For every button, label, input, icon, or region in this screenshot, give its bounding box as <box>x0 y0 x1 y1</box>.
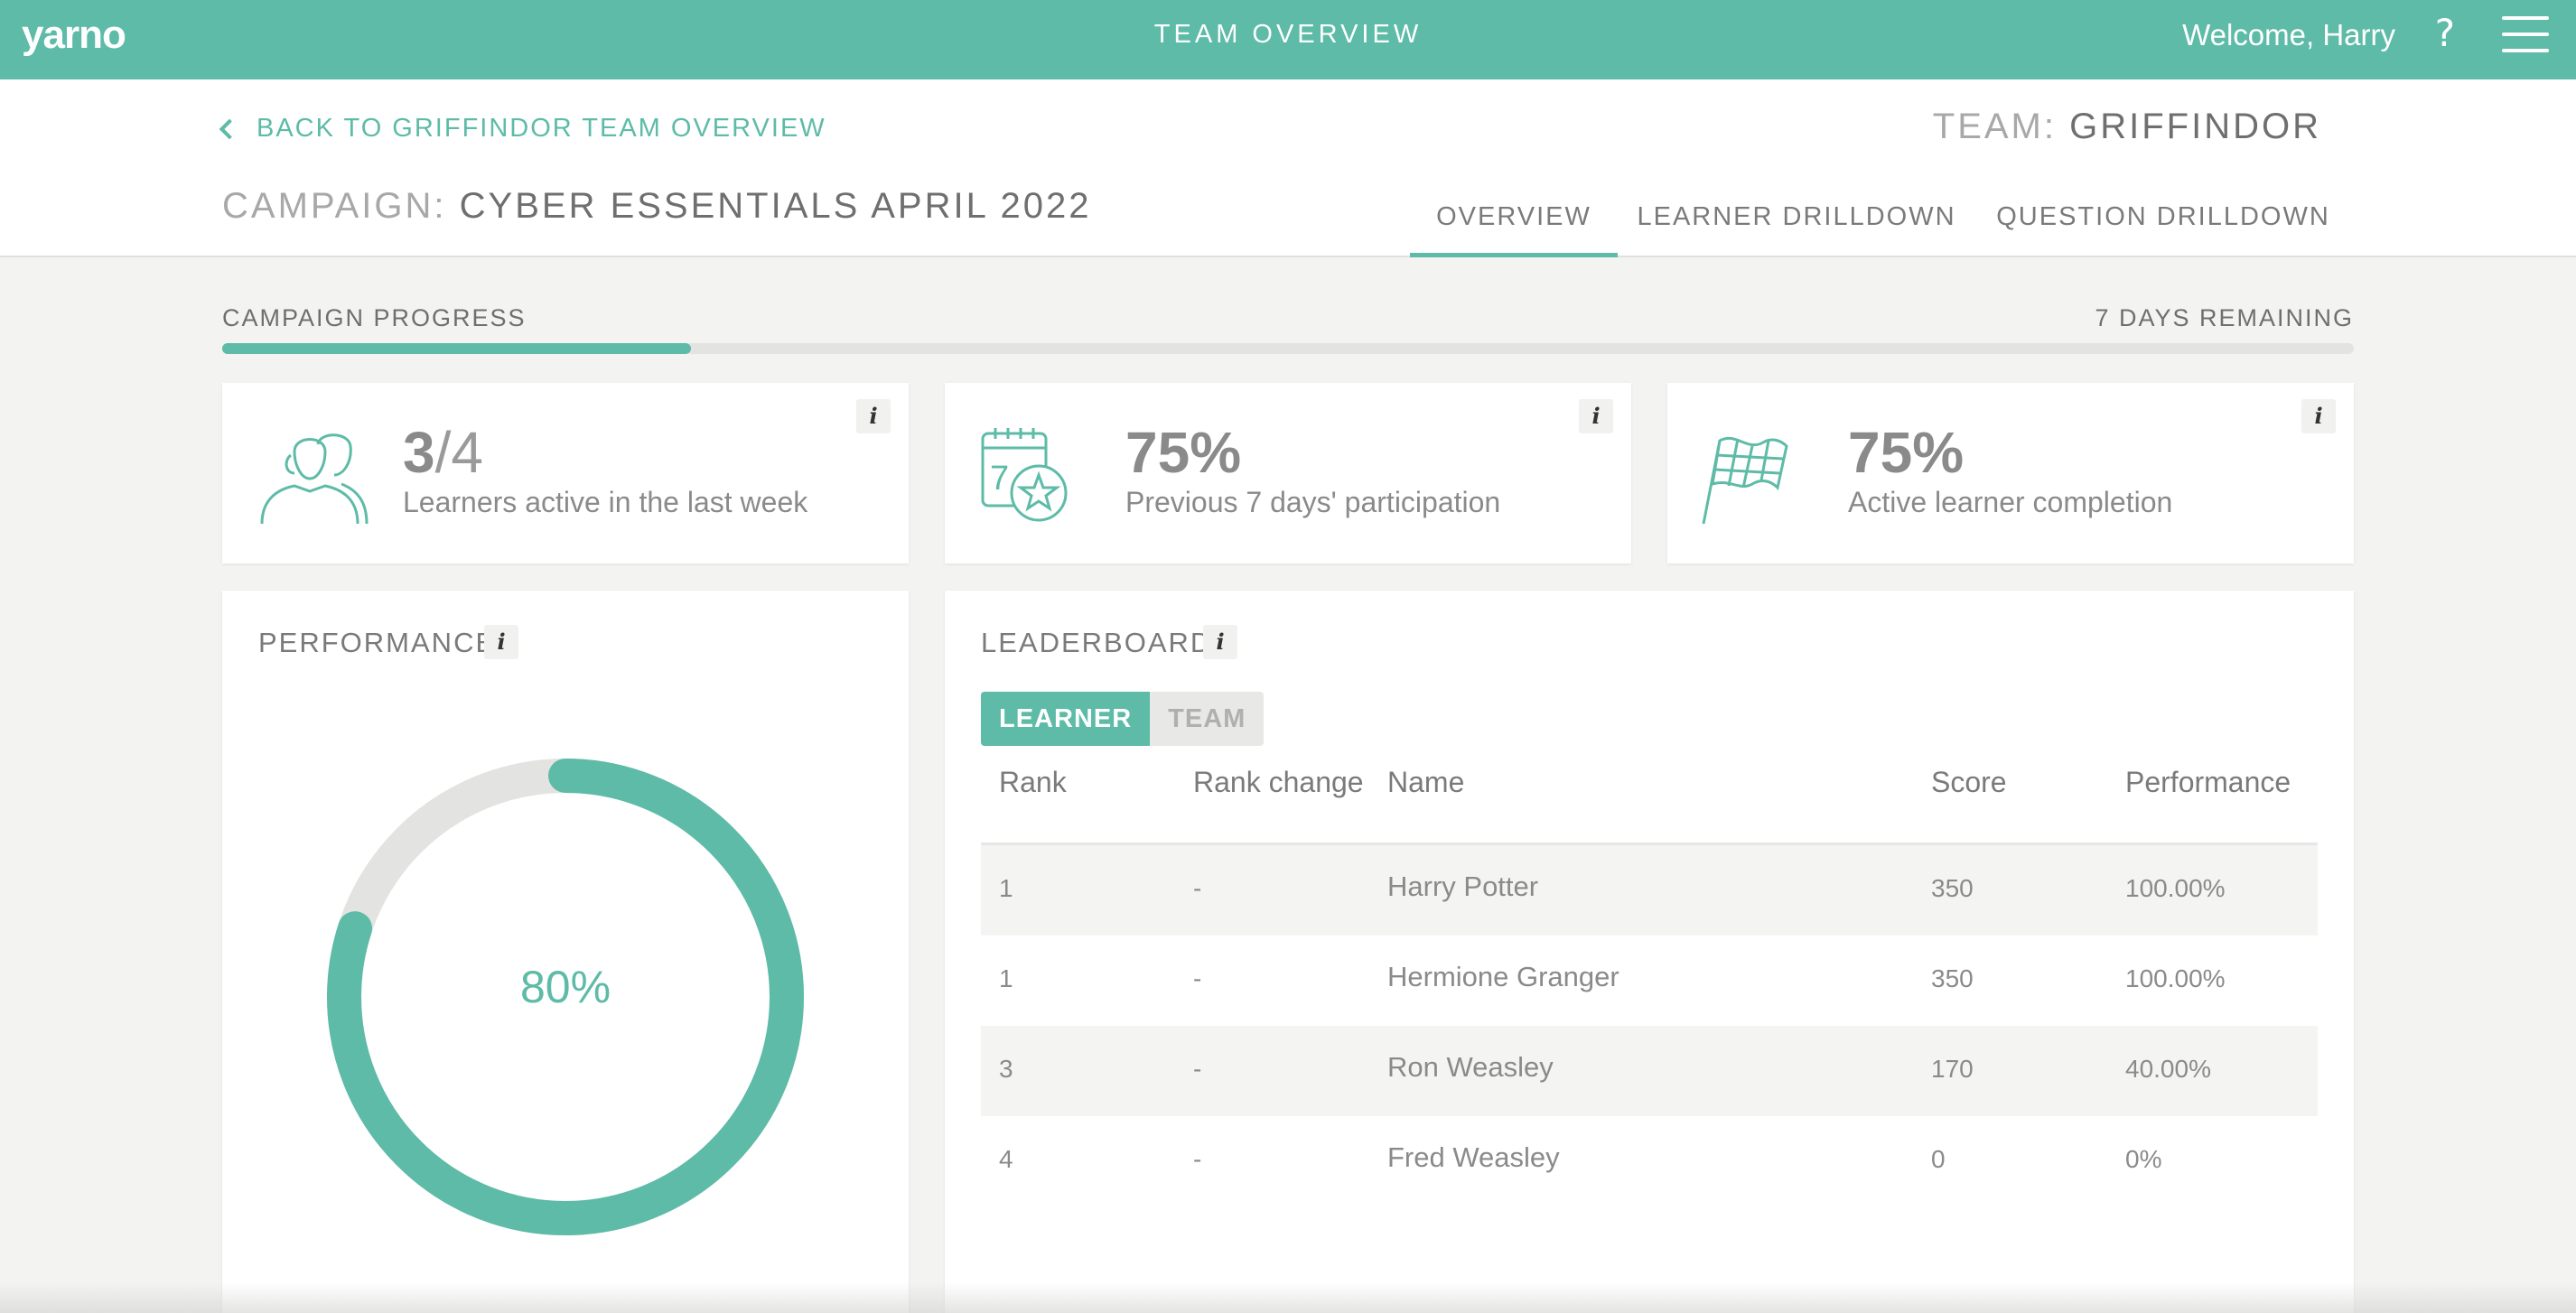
donut-value-arc <box>327 759 804 1235</box>
learners-total: /4 <box>434 420 483 485</box>
row-performance: 40.00% <box>2125 1055 2211 1083</box>
tab-overview[interactable]: OVERVIEW <box>1410 200 1618 257</box>
info-icon[interactable]: i <box>484 625 518 659</box>
hamburger-menu-icon[interactable] <box>2502 16 2549 52</box>
leaderboard-title: LEADERBOARD <box>981 627 1213 658</box>
toggle-learner[interactable]: LEARNER <box>981 692 1151 746</box>
yarno-logo[interactable]: yarno <box>22 13 126 57</box>
row-name: Ron Weasley <box>1387 1051 1554 1083</box>
learners-active-count: 3 <box>403 420 435 485</box>
leaderboard-toggle: LEARNER TEAM <box>981 692 1265 746</box>
row-name: Fred Weasley <box>1387 1141 1560 1173</box>
col-name[interactable]: Name <box>1387 766 1465 798</box>
info-icon[interactable]: i <box>1579 399 1613 433</box>
info-icon[interactable]: i <box>856 399 891 433</box>
participation-value: 75% <box>1125 420 1242 485</box>
scroll-fade <box>0 1282 2576 1313</box>
tab-learner-drilldown[interactable]: LEARNER DRILLDOWN <box>1637 202 1956 231</box>
tab-question-drilldown[interactable]: QUESTION DRILLDOWN <box>1996 202 2330 231</box>
team-value: GRIFFINDOR <box>2069 107 2321 146</box>
completion-caption: Active learner completion <box>1848 486 2173 518</box>
leaderboard-table: Rank Rank change Name Score Performance … <box>981 753 2318 1206</box>
row-rank: 1 <box>999 874 1013 902</box>
tab-bar: OVERVIEW LEARNER DRILLDOWN QUESTION DRIL… <box>0 200 2576 257</box>
col-rank-change[interactable]: Rank change <box>1193 766 1364 798</box>
row-rank-change: - <box>1193 874 1202 902</box>
team-key: TEAM: <box>1932 107 2057 146</box>
col-score[interactable]: Score <box>1931 766 2007 798</box>
performance-card: PERFORMANCE i 80% <box>222 591 909 1313</box>
row-score: 170 <box>1931 1055 1974 1083</box>
col-rank[interactable]: Rank <box>999 766 1067 798</box>
calendar-star-icon: 7 <box>981 428 1068 522</box>
learners-active-value: 3/4 <box>403 419 483 486</box>
row-score: 350 <box>1931 874 1974 902</box>
stat-card-learners-active: 3/4 Learners active in the last week i <box>222 383 909 563</box>
campaign-value: CYBER ESSENTIALS APRIL 2022 <box>459 186 1092 226</box>
stat-card-completion: 75% Active learner completion i <box>1667 383 2354 563</box>
learners-active-caption: Learners active in the last week <box>403 486 808 518</box>
back-to-team-link[interactable]: BACK TO GRIFFINDOR TEAM OVERVIEW <box>219 114 826 144</box>
completion-value: 75% <box>1848 420 1965 485</box>
row-name: Hermione Granger <box>1387 961 1619 992</box>
row-score: 0 <box>1931 1145 1946 1173</box>
table-row: 4 - Fred Weasley 0 0% <box>981 1116 2318 1206</box>
info-icon[interactable]: i <box>2301 399 2336 433</box>
page-header: BACK TO GRIFFINDOR TEAM OVERVIEW TEAM: G… <box>0 79 2576 257</box>
campaign-progress-fill <box>222 343 692 354</box>
performance-value: 80% <box>519 962 611 1012</box>
stat-card-participation: 7 75% Previous 7 days' participation i <box>945 383 1631 563</box>
table-row: 1 - Harry Potter 350 100.00% <box>981 845 2318 936</box>
leaderboard-card: LEADERBOARD i LEARNER TEAM Rank Rank cha… <box>945 591 2354 1313</box>
table-row: 3 - Ron Weasley 170 40.00% <box>981 1026 2318 1116</box>
row-rank: 1 <box>999 964 1013 992</box>
campaign-progress-label: CAMPAIGN PROGRESS <box>222 304 527 331</box>
performance-title: PERFORMANCE <box>258 627 497 658</box>
row-name: Harry Potter <box>1387 871 1539 902</box>
row-performance: 100.00% <box>2125 874 2226 902</box>
days-remaining: 7 DAYS REMAINING <box>2095 304 2354 331</box>
row-rank-change: - <box>1193 964 1202 992</box>
campaign-progress-bar <box>222 343 2354 354</box>
row-rank: 3 <box>999 1055 1013 1083</box>
col-performance[interactable]: Performance <box>2125 766 2291 798</box>
row-score: 350 <box>1931 964 1974 992</box>
welcome-user[interactable]: Welcome, Harry <box>2182 18 2395 51</box>
table-header-row: Rank Rank change Name Score Performance <box>981 753 2318 845</box>
chevron-left-icon <box>219 118 240 139</box>
info-icon[interactable]: i <box>1203 625 1237 659</box>
campaign-label: CAMPAIGN: CYBER ESSENTIALS APRIL 2022 <box>222 186 1091 227</box>
row-performance: 0% <box>2125 1145 2162 1173</box>
row-rank: 4 <box>999 1145 1013 1173</box>
toggle-team[interactable]: TEAM <box>1150 692 1265 746</box>
svg-text:7: 7 <box>990 460 1009 498</box>
page-title: TEAM OVERVIEW <box>1153 20 1423 49</box>
row-rank-change: - <box>1193 1145 1202 1173</box>
team-label: TEAM: GRIFFINDOR <box>1933 107 2321 147</box>
help-icon[interactable]: ? <box>2434 11 2455 55</box>
row-rank-change: - <box>1193 1055 1202 1083</box>
back-link-label: BACK TO GRIFFINDOR TEAM OVERVIEW <box>257 114 826 143</box>
checkered-flag-icon <box>1702 436 1788 525</box>
table-row: 1 - Hermione Granger 350 100.00% <box>981 936 2318 1026</box>
performance-donut-chart <box>327 759 804 1235</box>
row-performance: 100.00% <box>2125 964 2226 992</box>
participation-caption: Previous 7 days' participation <box>1125 486 1501 518</box>
campaign-key: CAMPAIGN: <box>222 186 447 226</box>
learners-icon <box>260 433 369 525</box>
top-nav-bar: yarno TEAM OVERVIEW Welcome, Harry ? <box>0 0 2576 79</box>
